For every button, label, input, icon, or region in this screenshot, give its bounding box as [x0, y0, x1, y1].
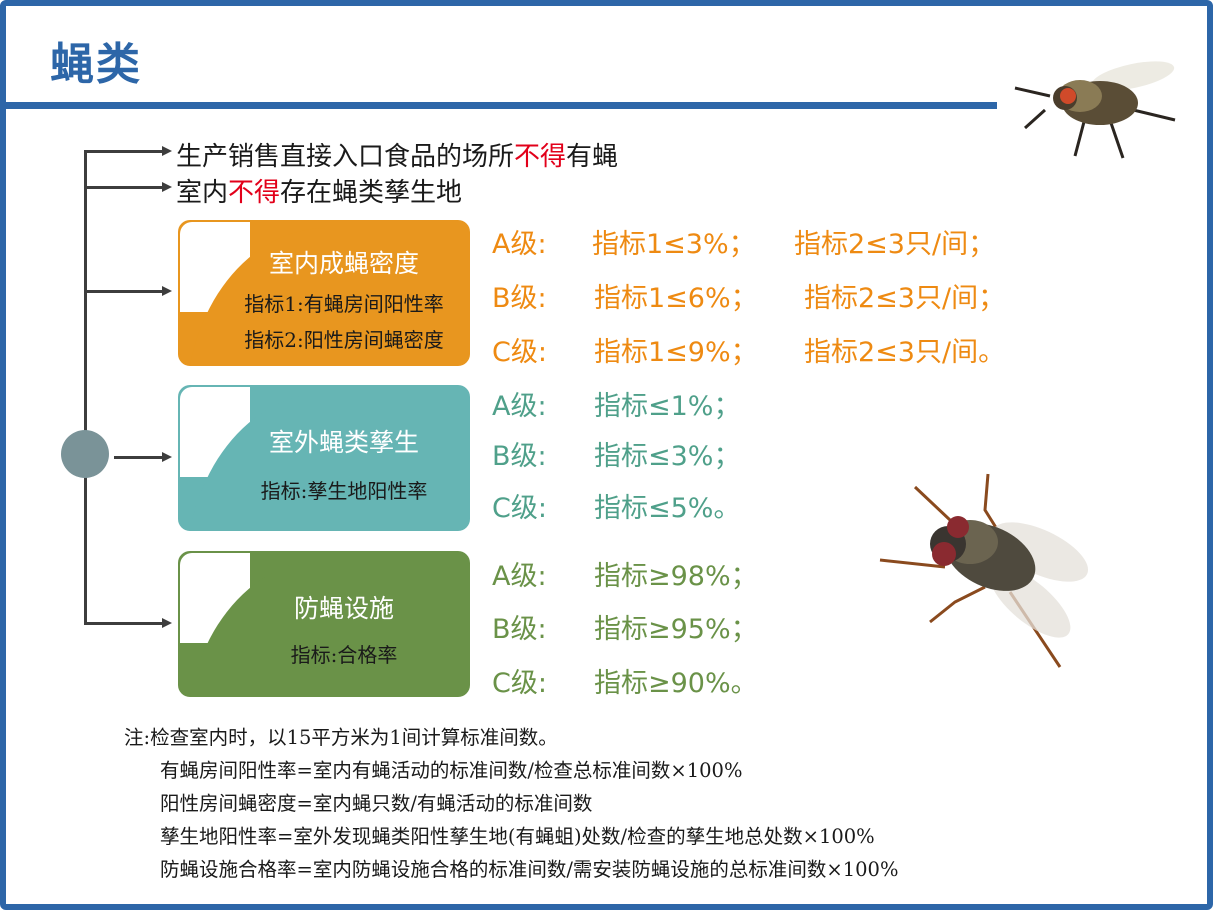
fly-image-top: [1014, 61, 1176, 159]
hub-node: [61, 430, 109, 478]
note-formula-2: 阳性房间蝇密度=室内蝇只数/有蝇活动的标准间数: [160, 792, 593, 815]
grade-row-c: C级: 指标≤5%。: [492, 493, 741, 524]
arrow-icon: [162, 452, 172, 462]
title-underline: [0, 102, 997, 109]
card-title: 防蝇设施: [293, 594, 394, 623]
grade-row-a: A级: 指标1≤3%； 指标2≤3只/间；: [492, 229, 996, 260]
card-indicator: 指标1:有蝇房间阳性率: [244, 292, 444, 316]
grade-row-b: B级: 指标≤3%；: [492, 441, 741, 472]
grade-row-a: A级: 指标≥98%；: [492, 561, 758, 592]
page-title: 蝇类: [50, 39, 142, 90]
category-card-outdoor-breeding: 室外蝇类孳生 指标:孳生地阳性率: [178, 385, 470, 531]
branch-line-3: [84, 290, 164, 293]
arrow-icon: [162, 286, 172, 296]
note-header: 注:检查室内时，以15平方米为1间计算标准间数。: [124, 726, 558, 749]
rule-no-flies-food: 生产销售直接入口食品的场所不得有蝇: [176, 142, 619, 172]
note-formula-4: 防蝇设施合格率=室内防蝇设施合格的标准间数/需安装防蝇设施的总标准间数×100%: [160, 858, 899, 881]
branch-line-4: [114, 456, 164, 459]
fly-image-bottom: [879, 473, 1089, 668]
arrow-icon: [162, 618, 172, 628]
arrow-icon: [162, 146, 172, 156]
branch-line-5: [84, 622, 164, 625]
card-indicator: 指标:孳生地阳性率: [260, 479, 428, 503]
card-indicator: 指标:合格率: [290, 643, 398, 667]
card-title: 室外蝇类孳生: [268, 428, 419, 457]
note-formula-1: 有蝇房间阳性率=室内有蝇活动的标准间数/检查总标准间数×100%: [160, 759, 743, 782]
rule-no-breeding-indoor: 室内不得存在蝇类孳生地: [176, 178, 463, 208]
note-formula-3: 孳生地阳性率=室外发现蝇类阳性孳生地(有蝇蛆)处数/检查的孳生地总处数×100%: [160, 825, 875, 848]
arrow-icon: [162, 182, 172, 192]
grade-row-c: C级: 指标1≤9%； 指标2≤3只/间。: [492, 337, 1006, 368]
grade-row-b: B级: 指标1≤6%； 指标2≤3只/间；: [492, 283, 1006, 314]
category-card-indoor-density: 室内成蝇密度 指标1:有蝇房间阳性率 指标2:阳性房间蝇密度: [178, 220, 470, 366]
branch-line-1: [84, 150, 164, 153]
grade-row-a: A级: 指标≤1%；: [492, 391, 741, 422]
grade-row-c: C级: 指标≥90%。: [492, 668, 758, 699]
tree-trunk: [84, 150, 87, 624]
grade-row-b: B级: 指标≥95%；: [492, 614, 758, 645]
card-title: 室内成蝇密度: [268, 249, 419, 278]
card-indicator: 指标2:阳性房间蝇密度: [244, 328, 444, 352]
branch-line-2: [84, 186, 164, 189]
category-card-fly-proof-facilities: 防蝇设施 指标:合格率: [178, 551, 470, 697]
